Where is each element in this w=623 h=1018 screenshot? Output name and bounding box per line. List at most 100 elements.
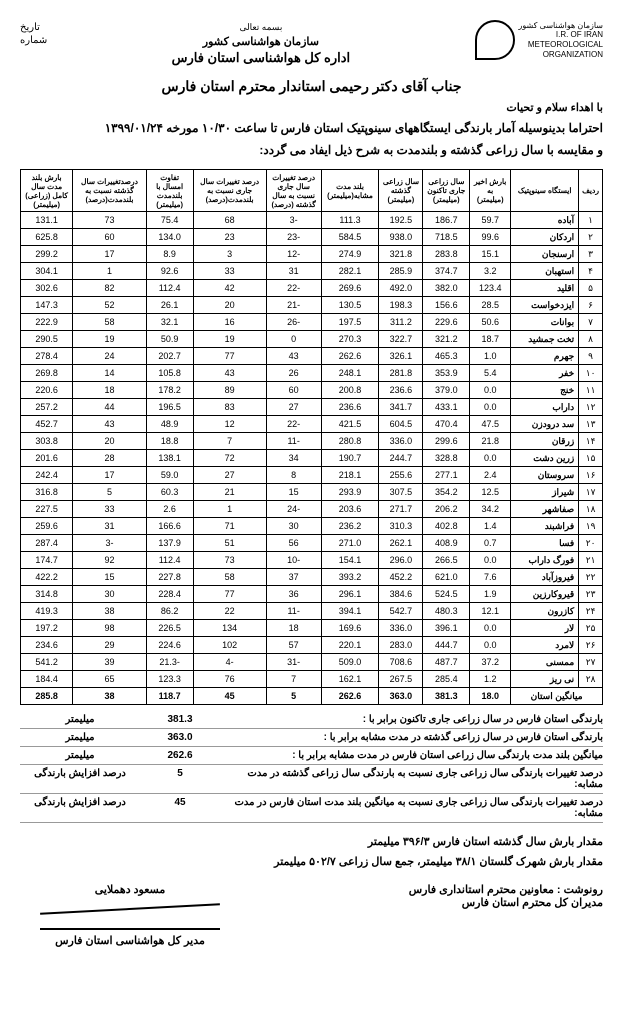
summary-value: 363.0 (140, 732, 220, 743)
data-cell: 33 (193, 263, 266, 280)
row-index: ۲۶ (579, 637, 603, 654)
summary-unit: درصد افزایش بارندگی (20, 797, 140, 819)
signature-block: رونوشت : معاونین محترم استانداری فارس مد… (20, 883, 603, 947)
row-index: ۲۱ (579, 552, 603, 569)
row-index: ۲۷ (579, 654, 603, 671)
row-index: ۲۸ (579, 671, 603, 688)
data-cell: 224.6 (146, 637, 193, 654)
data-cell: 59.0 (146, 467, 193, 484)
data-cell: 174.7 (21, 552, 73, 569)
data-cell: 307.5 (379, 484, 423, 501)
data-cell: 248.1 (321, 365, 379, 382)
table-row: ۱۷شیراز12.5354.2307.5293.9152160.35316.8 (21, 484, 603, 501)
data-cell: 26.1 (146, 297, 193, 314)
data-cell: 321.8 (379, 246, 423, 263)
data-cell: 47.5 (470, 416, 511, 433)
data-cell: 75.4 (146, 212, 193, 229)
data-cell: 82 (73, 280, 146, 297)
data-cell: 0.0 (470, 450, 511, 467)
data-cell: 236.2 (321, 518, 379, 535)
row-index: ۱۹ (579, 518, 603, 535)
data-cell: 336.0 (379, 433, 423, 450)
data-cell: 2.6 (146, 501, 193, 518)
data-cell: 7 (266, 671, 321, 688)
data-cell: -21 (266, 297, 321, 314)
data-cell: 283.8 (423, 246, 470, 263)
logo-block: سازمان هواشناسی کشور I.R. OF IRAN METEOR… (475, 20, 604, 60)
data-cell: 43 (266, 348, 321, 365)
data-cell: 18.8 (146, 433, 193, 450)
data-cell: 154.1 (321, 552, 379, 569)
data-cell: 328.8 (423, 450, 470, 467)
data-cell: 259.6 (21, 518, 73, 535)
data-cell: 0.0 (470, 637, 511, 654)
data-cell: 311.2 (379, 314, 423, 331)
col-header: سال زراعی جاری تاکنون (میلیمتر) (423, 170, 470, 212)
data-cell: 18 (73, 382, 146, 399)
data-cell: 299.2 (21, 246, 73, 263)
row-index: ۱۸ (579, 501, 603, 518)
station-name: ممسنی (511, 654, 579, 671)
data-cell: 271.7 (379, 501, 423, 518)
station-name: آباده (511, 212, 579, 229)
data-cell: 17 (73, 467, 146, 484)
data-cell: 92 (73, 552, 146, 569)
table-row: ۲۱فورگ داراب0.0266.5296.0154.1-1073112.4… (21, 552, 603, 569)
data-cell: 30 (266, 518, 321, 535)
row-index: ۲۲ (579, 569, 603, 586)
data-cell: -23 (266, 229, 321, 246)
row-index: ۱۴ (579, 433, 603, 450)
data-cell: 374.7 (423, 263, 470, 280)
summary-row: بارندگی استان فارس در سال زراعی جاری تاک… (20, 711, 603, 729)
row-index: ۱۳ (579, 416, 603, 433)
data-cell: 26 (266, 365, 321, 382)
data-cell: 5 (73, 484, 146, 501)
data-cell: 43 (73, 416, 146, 433)
summary-unit: میلیمتر (20, 732, 140, 743)
data-cell: 51 (193, 535, 266, 552)
summary-row: درصد تغییرات بارندگی سال زراعی جاری نسبت… (20, 765, 603, 794)
data-cell: 285.4 (423, 671, 470, 688)
data-cell: 58 (193, 569, 266, 586)
table-row: ۹جهرم1.0465.3326.1262.64377202.724278.4 (21, 348, 603, 365)
data-cell: 244.7 (379, 450, 423, 467)
station-name: صفاشهر (511, 501, 579, 518)
data-cell: 77 (193, 586, 266, 603)
table-row: ۸تخت جمشید18.7321.2322.7270.301950.91929… (21, 331, 603, 348)
data-cell: 15.1 (470, 246, 511, 263)
data-cell: 229.6 (423, 314, 470, 331)
station-name: لامرد (511, 637, 579, 654)
data-cell: 15 (73, 569, 146, 586)
data-cell: 14 (73, 365, 146, 382)
data-cell: 18.7 (470, 331, 511, 348)
summary-value: 262.6 (140, 750, 220, 761)
signer-title: مدیر کل هواشناسی استان فارس (20, 934, 240, 947)
data-cell: 83 (193, 399, 266, 416)
row-index: ۶ (579, 297, 603, 314)
table-row: ۱۰خفر5.4353.9281.8248.12643105.814269.8 (21, 365, 603, 382)
data-cell: 50.6 (470, 314, 511, 331)
data-cell: 99.6 (470, 229, 511, 246)
station-name: شیراز (511, 484, 579, 501)
data-cell: 98 (73, 620, 146, 637)
col-header: سال زراعی گذشته (میلیمتر) (379, 170, 423, 212)
data-cell: -22 (266, 280, 321, 297)
avg-cell: 38 (73, 688, 146, 705)
data-cell: 326.1 (379, 348, 423, 365)
row-index: ۲۵ (579, 620, 603, 637)
data-cell: 17 (73, 246, 146, 263)
data-cell: 111.3 (321, 212, 379, 229)
table-row: ۱۹فراشبند1.4402.8310.3236.23071166.63125… (21, 518, 603, 535)
department-name: اداره کل هواشناسی استان فارس (47, 50, 474, 66)
data-cell: 218.1 (321, 467, 379, 484)
data-cell: 8.9 (146, 246, 193, 263)
data-cell: 12 (193, 416, 266, 433)
table-row: ۱آباده59.7186.7192.5111.3-36875.473131.1 (21, 212, 603, 229)
data-cell: 48.9 (146, 416, 193, 433)
data-cell: 336.0 (379, 620, 423, 637)
data-cell: 36 (266, 586, 321, 603)
data-cell: 492.0 (379, 280, 423, 297)
data-cell: 58 (73, 314, 146, 331)
footer-note-1: مقدار بارش سال گذشته استان فارس ۳۹۶/۳ می… (20, 833, 603, 853)
data-cell: 15 (266, 484, 321, 501)
